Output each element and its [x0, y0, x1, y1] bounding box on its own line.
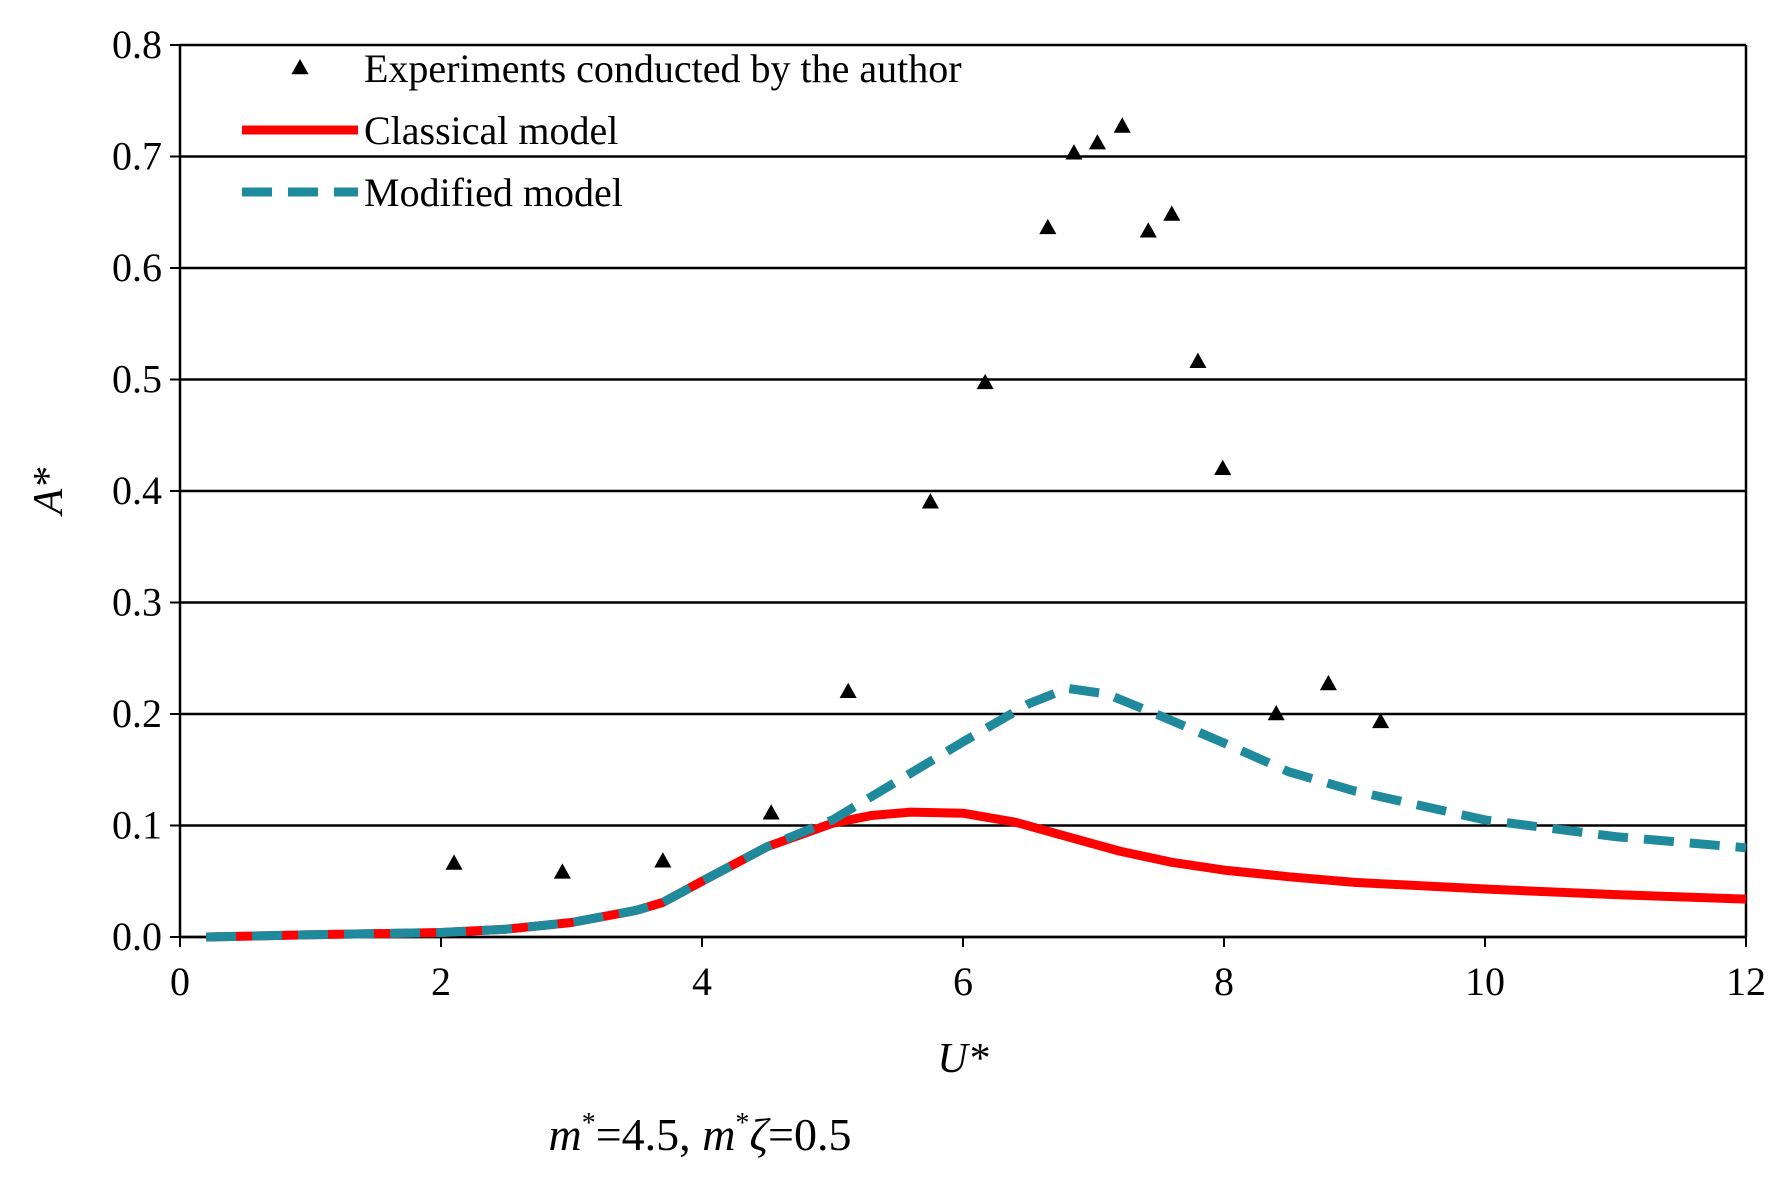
y-tick-label: 0.7 [112, 134, 162, 179]
data-point-experiment [1088, 134, 1106, 150]
y-tick-label: 0.1 [112, 803, 162, 848]
x-tick-label: 8 [1214, 959, 1234, 1004]
data-point-experiment [839, 682, 857, 698]
data-point-experiment [1189, 352, 1207, 368]
data-point-experiment [1163, 205, 1181, 221]
data-point-experiment [762, 804, 780, 820]
x-tick-label: 10 [1465, 959, 1505, 1004]
data-point-experiment [1139, 222, 1157, 238]
series-line-modified-model [206, 683, 1747, 942]
x-axis-title: U* [937, 1036, 988, 1082]
y-tick-label: 0.2 [112, 691, 162, 736]
series-line-classical-model [206, 807, 1747, 942]
caption-m-sup: * [582, 1108, 596, 1139]
data-point-experiment [1065, 144, 1083, 160]
x-tick-label: 12 [1726, 959, 1766, 1004]
data-point-experiment [1267, 705, 1285, 721]
y-tick-label: 0.5 [112, 357, 162, 402]
data-point-experiment [976, 373, 994, 390]
y-axis-title: A* [26, 468, 72, 518]
legend-label: Classical model [364, 108, 618, 153]
y-tick-label: 0.3 [112, 580, 162, 625]
legend: Experiments conducted by the author Class… [242, 46, 962, 215]
y-tick-labels: 0.0 0.1 0.2 0.3 0.4 0.5 0.6 0.7 0.8 [112, 22, 162, 959]
y-tick-label: 0.0 [112, 914, 162, 959]
caption-mz-sup: * [735, 1108, 749, 1139]
data-point-experiment [553, 863, 571, 879]
data-point-experiment [921, 493, 939, 509]
caption-m-value: =4.5, [596, 1109, 702, 1160]
x-tick-labels: 0 2 4 6 8 10 12 [170, 959, 1766, 1004]
x-tick-label: 0 [170, 959, 190, 1004]
x-tick-label: 2 [431, 959, 451, 1004]
y-tick-label: 0.4 [112, 468, 162, 513]
data-point-experiment [1039, 218, 1057, 235]
data-point-experiment [1113, 117, 1131, 133]
y-tick-label: 0.6 [112, 245, 162, 290]
plot-area [206, 117, 1747, 942]
chart-caption: m*=4.5, m*ζ=0.5 [549, 1108, 852, 1160]
caption-mz-value: =0.5 [768, 1109, 851, 1160]
legend-label: Modified model [364, 170, 623, 215]
legend-label: Experiments conducted by the author [364, 46, 962, 91]
data-point-experiment [1214, 459, 1232, 475]
data-point-experiment [1372, 712, 1390, 729]
caption-zeta: ζ [749, 1109, 771, 1160]
caption-m: m [549, 1109, 582, 1160]
x-tick-label: 4 [692, 959, 712, 1004]
y-tick-label: 0.8 [112, 22, 162, 67]
x-tick-label: 6 [953, 959, 973, 1004]
data-point-experiment [1319, 674, 1337, 691]
legend-marker-experiments [291, 59, 309, 75]
data-point-experiment [445, 854, 463, 870]
grid [170, 43, 1747, 947]
data-point-experiment [654, 852, 672, 868]
caption-mz: m [702, 1109, 735, 1160]
